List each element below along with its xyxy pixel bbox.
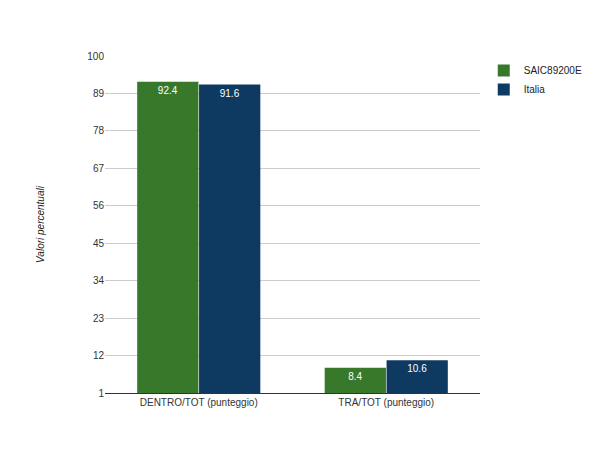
svg-text:8.4: 8.4 xyxy=(348,371,362,382)
svg-text:89: 89 xyxy=(93,88,105,99)
svg-text:SAIC89200E: SAIC89200E xyxy=(524,65,582,76)
svg-text:Valori percentuali: Valori percentuali xyxy=(35,185,46,263)
svg-text:12: 12 xyxy=(93,350,105,361)
svg-text:100: 100 xyxy=(87,51,104,62)
svg-text:56: 56 xyxy=(93,200,105,211)
svg-text:Italia: Italia xyxy=(524,84,546,95)
svg-text:78: 78 xyxy=(93,125,105,136)
svg-text:91.6: 91.6 xyxy=(220,88,240,99)
svg-text:10.6: 10.6 xyxy=(407,363,427,374)
svg-text:92.4: 92.4 xyxy=(158,85,178,96)
svg-text:DENTRO/TOT (punteggio): DENTRO/TOT (punteggio) xyxy=(140,397,258,408)
svg-text:45: 45 xyxy=(93,238,105,249)
svg-text:TRA/TOT (punteggio): TRA/TOT (punteggio) xyxy=(338,397,434,408)
svg-text:23: 23 xyxy=(93,313,105,324)
svg-text:34: 34 xyxy=(93,275,105,286)
svg-text:1: 1 xyxy=(98,388,104,399)
svg-text:67: 67 xyxy=(93,163,105,174)
